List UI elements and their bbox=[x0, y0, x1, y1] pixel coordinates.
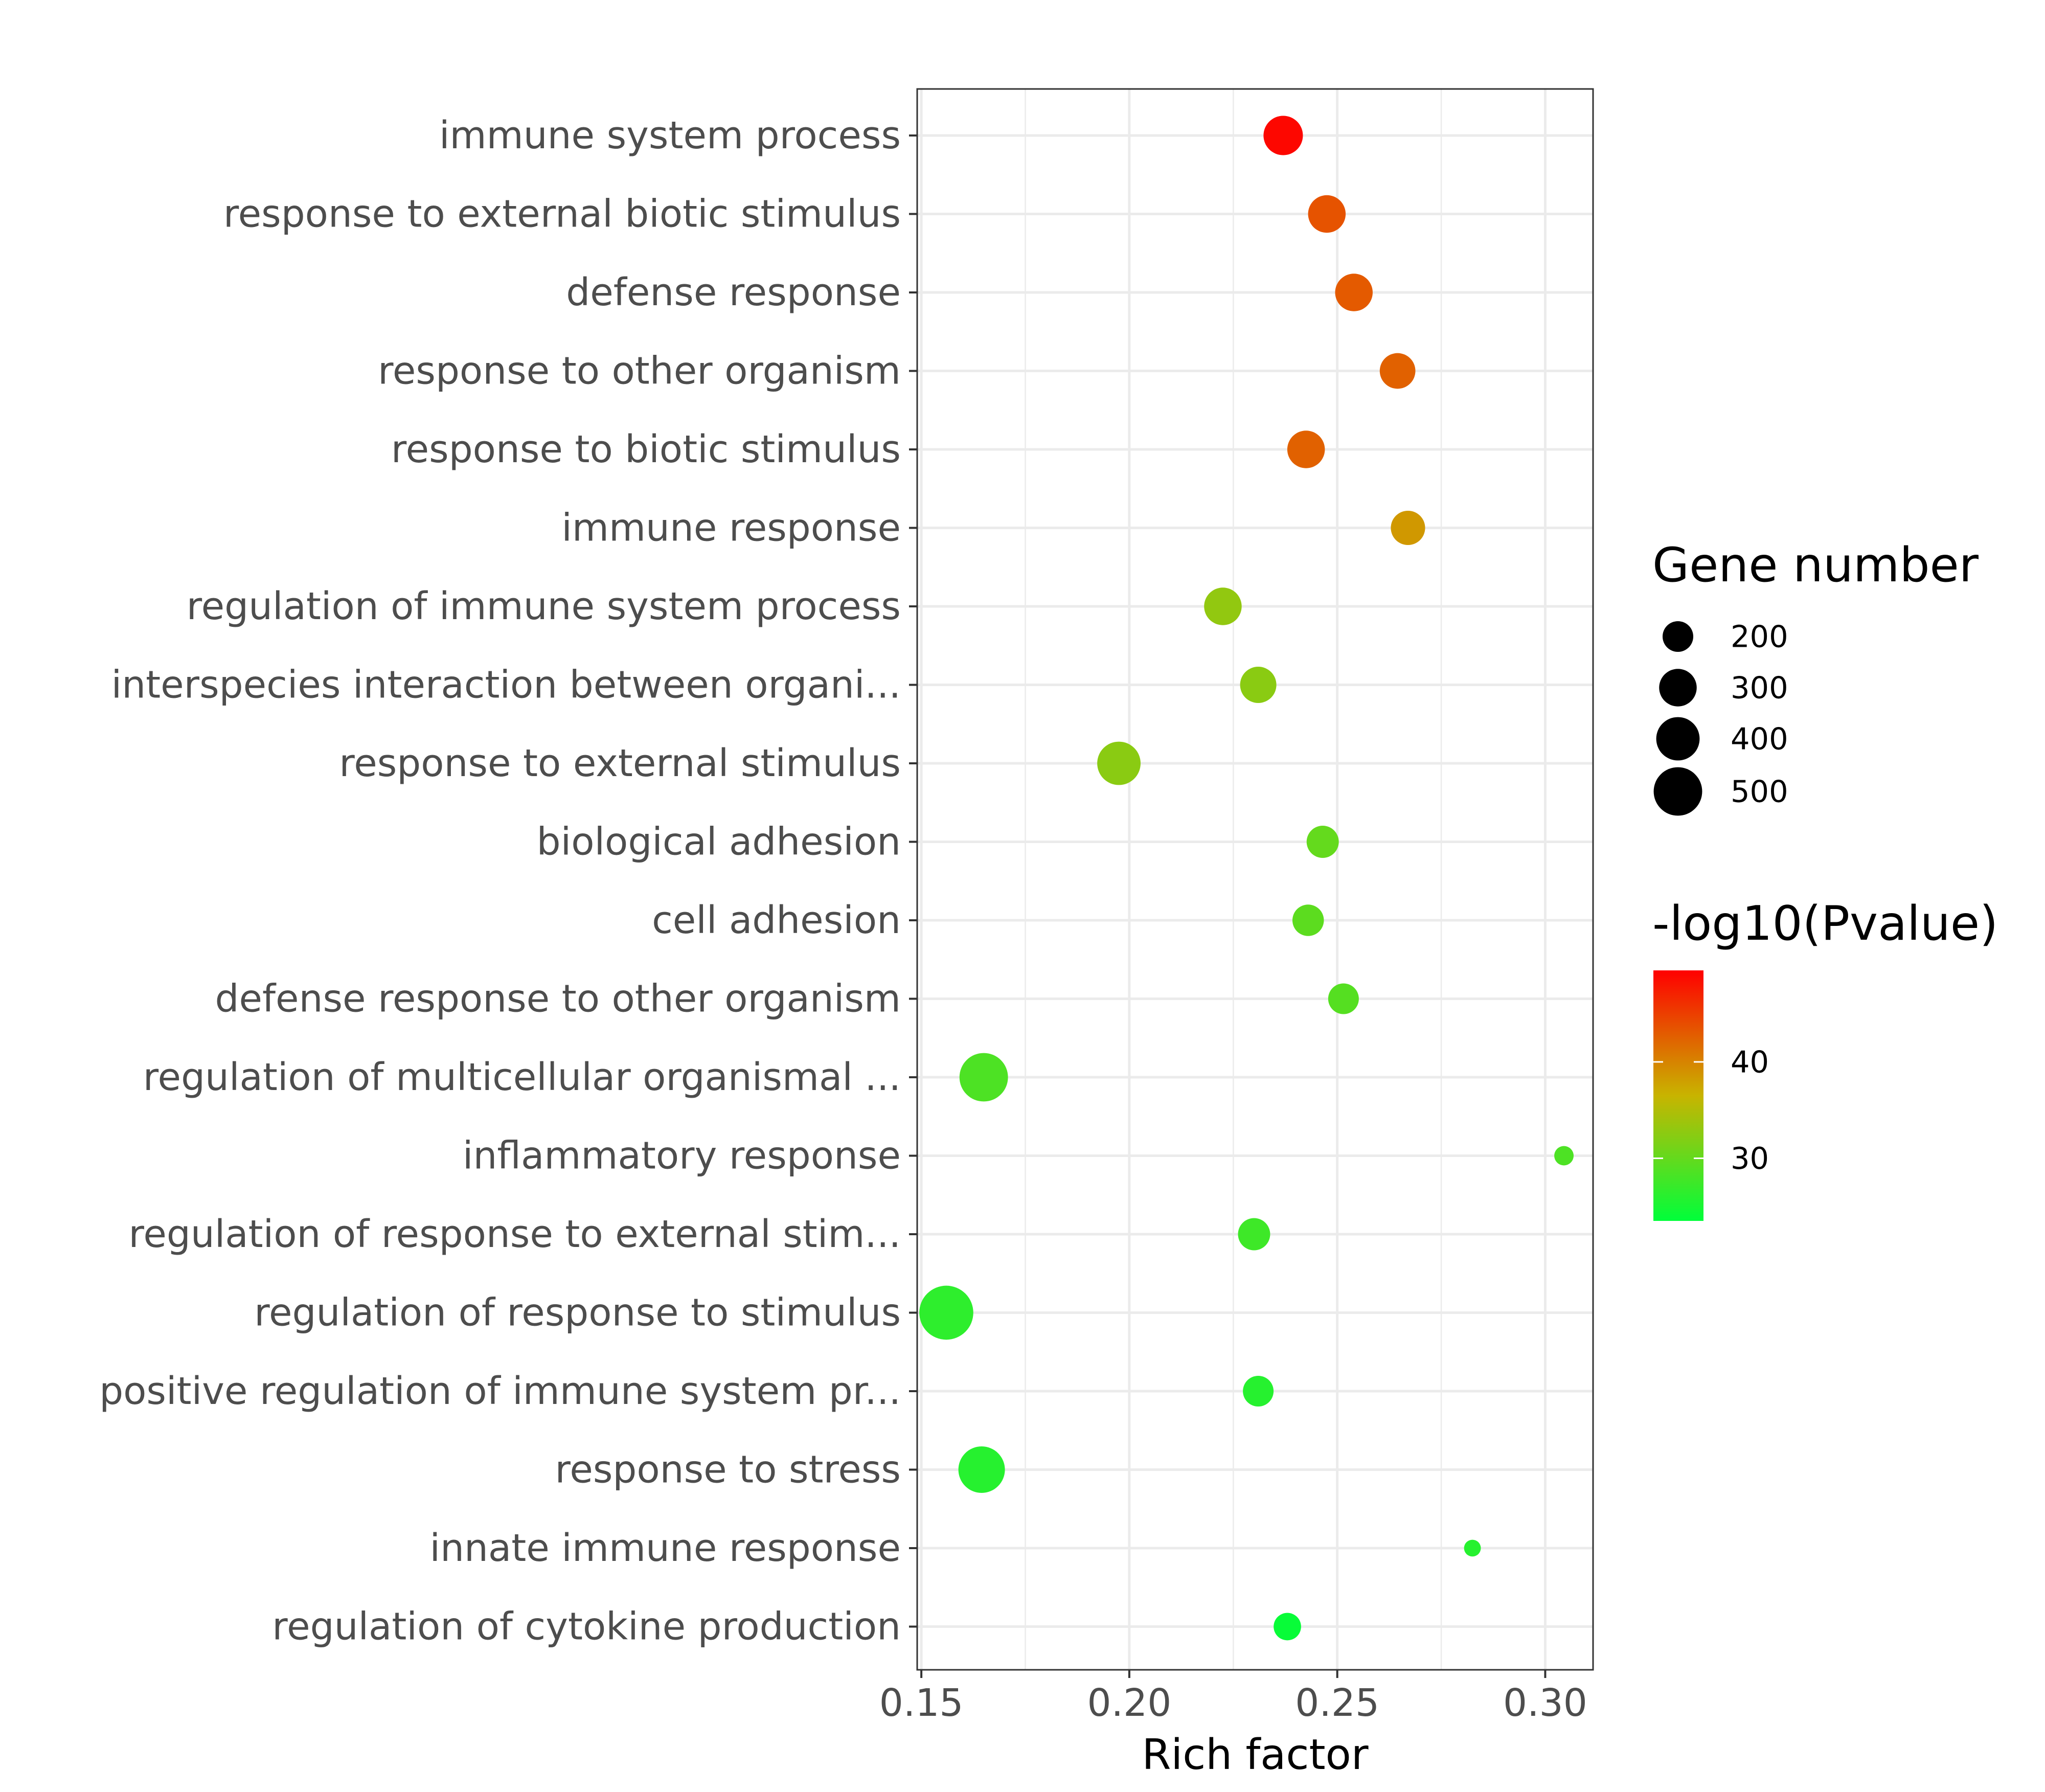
y-tick-label: interspecies interaction between organi.… bbox=[111, 663, 901, 707]
y-tick-label: response to other organism bbox=[378, 349, 901, 393]
colorbar bbox=[1653, 970, 1703, 1221]
y-tick-label: defense response bbox=[566, 270, 901, 314]
size-legend-title: Gene number bbox=[1652, 537, 1979, 593]
data-point bbox=[1204, 587, 1242, 625]
y-tick-label: response to external stimulus bbox=[339, 741, 901, 785]
size-legend-key bbox=[1653, 767, 1702, 816]
y-tick-label: regulation of immune system process bbox=[187, 584, 901, 628]
data-point bbox=[1379, 353, 1416, 389]
data-point bbox=[1308, 195, 1346, 233]
x-axis: 0.15 0.20 0.25 0.30 bbox=[879, 1670, 1587, 1725]
data-point bbox=[1240, 667, 1277, 703]
x-tick-label: 0.15 bbox=[879, 1681, 964, 1725]
size-legend-label: 200 bbox=[1731, 619, 1788, 654]
y-tick-label: regulation of multicellular organismal .… bbox=[143, 1055, 901, 1099]
size-legend-label: 400 bbox=[1731, 721, 1788, 757]
data-point bbox=[1274, 1613, 1301, 1641]
x-tick-label: 0.25 bbox=[1295, 1681, 1379, 1725]
y-tick-label: immune system process bbox=[439, 114, 901, 157]
size-legend: Gene number 200 300 400 500 bbox=[1652, 537, 1979, 816]
y-tick-label: innate immune response bbox=[430, 1526, 901, 1570]
y-tick-label: response to external biotic stimulus bbox=[223, 192, 901, 236]
plot-panel bbox=[917, 89, 1593, 1670]
y-axis: immune system process response to externa… bbox=[99, 114, 917, 1649]
y-tick-label: cell adhesion bbox=[652, 898, 901, 942]
data-point bbox=[959, 1053, 1008, 1102]
data-point bbox=[1243, 1376, 1274, 1407]
y-tick-label: regulation of response to stimulus bbox=[254, 1291, 901, 1335]
y-tick-label: positive regulation of immune system pr.… bbox=[99, 1369, 901, 1413]
size-legend-label: 500 bbox=[1731, 774, 1788, 809]
y-tick-label: defense response to other organism bbox=[215, 977, 901, 1021]
data-point bbox=[1328, 983, 1359, 1014]
size-legend-key bbox=[1659, 669, 1697, 707]
data-points bbox=[919, 116, 1574, 1641]
y-tick-label: response to biotic stimulus bbox=[391, 427, 901, 471]
data-point bbox=[1292, 904, 1324, 936]
data-point bbox=[919, 1285, 973, 1340]
x-tick-label: 0.20 bbox=[1087, 1681, 1172, 1725]
y-tick-label: response to stress bbox=[555, 1448, 901, 1492]
data-point bbox=[1287, 430, 1325, 468]
y-tick-label: biological adhesion bbox=[537, 820, 901, 864]
y-tick-label: inflammatory response bbox=[463, 1134, 901, 1178]
y-tick-label: regulation of cytokine production bbox=[272, 1605, 901, 1649]
x-tick-label: 0.30 bbox=[1503, 1681, 1587, 1725]
data-point bbox=[1097, 741, 1141, 785]
data-point bbox=[1306, 826, 1339, 858]
data-point bbox=[1238, 1218, 1270, 1251]
data-point bbox=[1391, 510, 1425, 546]
size-legend-label: 300 bbox=[1731, 670, 1788, 706]
y-tick-label: regulation of response to external stim.… bbox=[129, 1212, 901, 1256]
data-point bbox=[1464, 1539, 1481, 1557]
color-legend: -log10(Pvalue) 30 40 bbox=[1652, 896, 1998, 1221]
colorbar-label: 30 bbox=[1731, 1141, 1769, 1176]
size-legend-key bbox=[1656, 717, 1700, 761]
size-legend-key bbox=[1663, 621, 1693, 652]
data-point bbox=[1554, 1146, 1574, 1166]
data-point bbox=[1335, 274, 1373, 311]
x-axis-title: Rich factor bbox=[1142, 1731, 1368, 1779]
data-point bbox=[1263, 116, 1303, 155]
y-tick-label: immune response bbox=[561, 506, 901, 550]
plot-border bbox=[916, 88, 1594, 1671]
color-legend-title: -log10(Pvalue) bbox=[1652, 896, 1998, 951]
data-point bbox=[958, 1446, 1005, 1493]
colorbar-label: 40 bbox=[1731, 1045, 1769, 1080]
